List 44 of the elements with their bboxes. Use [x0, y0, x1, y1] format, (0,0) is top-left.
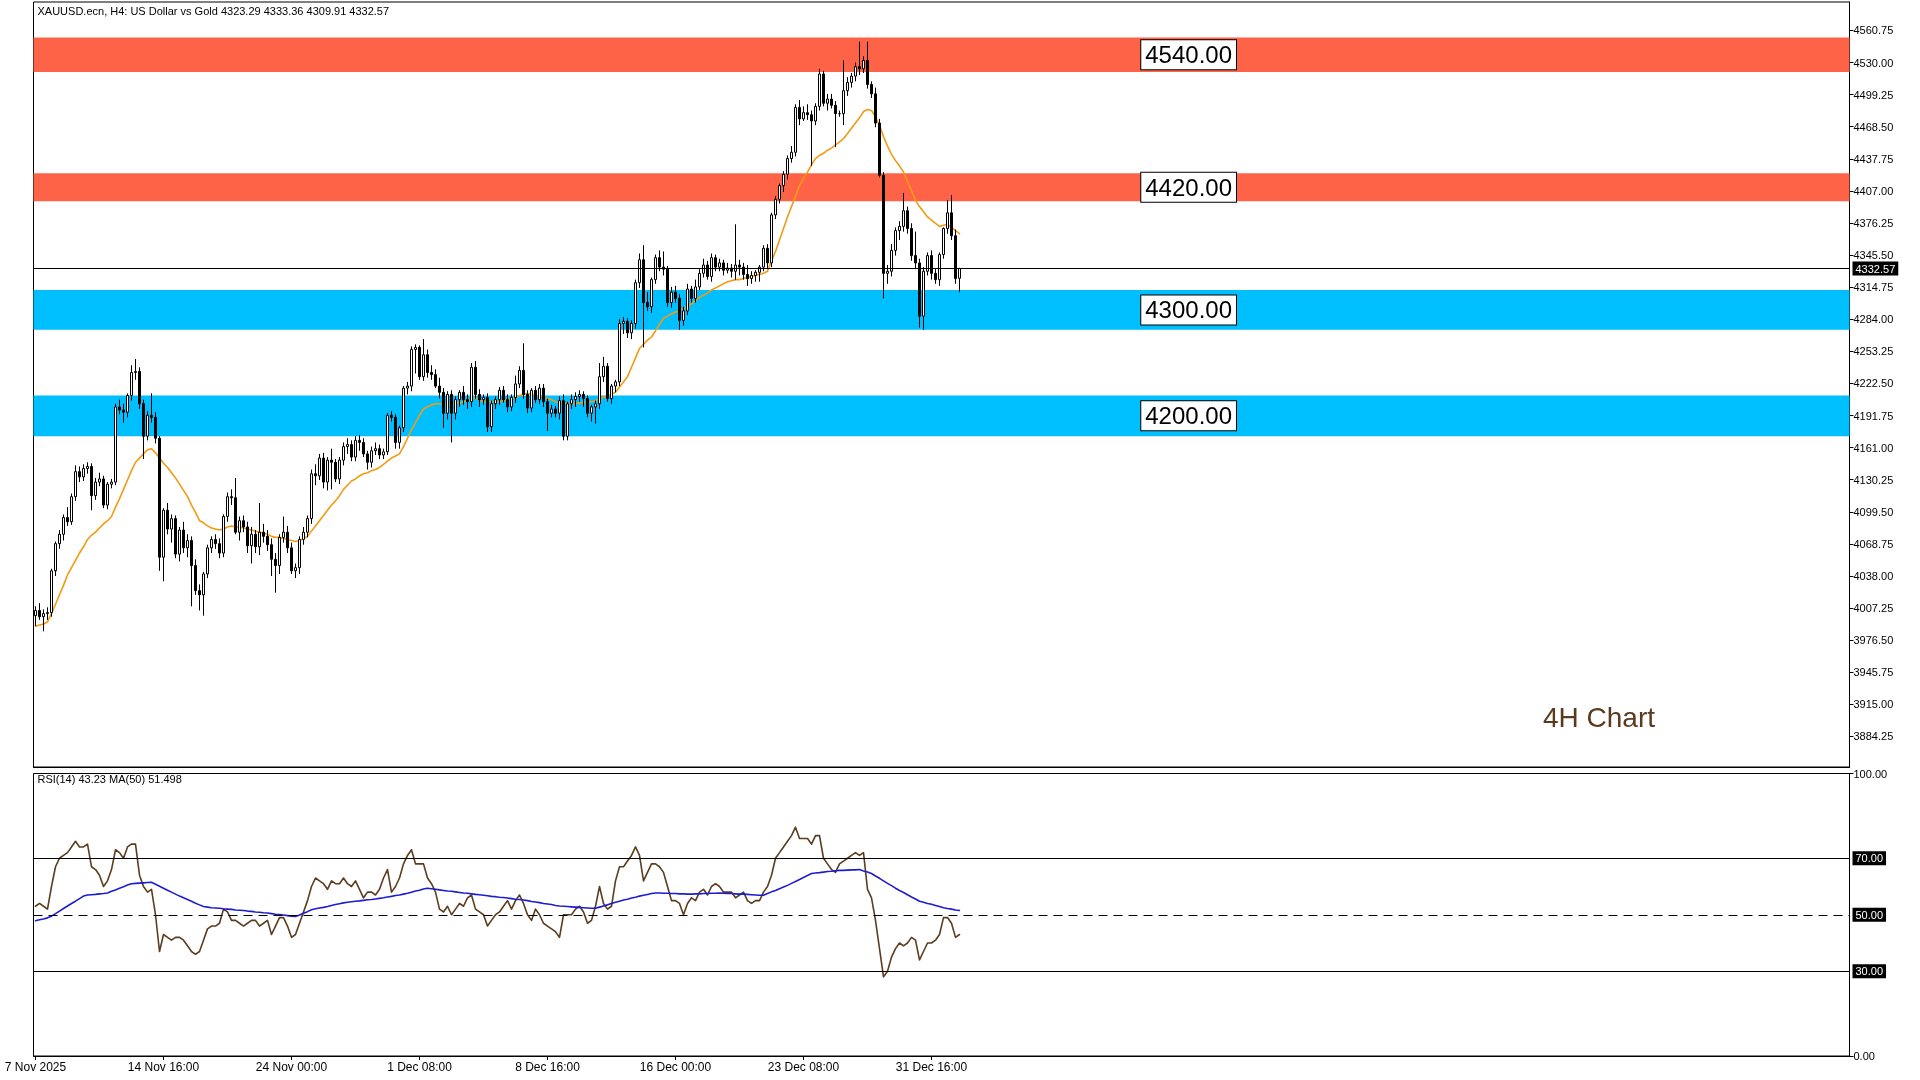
- band-label: 4540.00: [1145, 41, 1233, 69]
- x-tick-label: 31 Dec 16:00: [895, 1060, 968, 1074]
- ref-line-label: 4332.57: [1855, 262, 1896, 275]
- x-tick-label: 1 Dec 08:00: [387, 1060, 453, 1074]
- y-tick-label: 4530.00: [1853, 56, 1894, 69]
- y-tick-label: 3884.25: [1853, 730, 1894, 743]
- y-tick-label: 4161.00: [1853, 441, 1894, 454]
- x-tick-label: 8 Dec 16:00: [515, 1060, 581, 1074]
- band-label: 4200.00: [1145, 402, 1233, 430]
- chart-title: XAUUSD.ecn, H4: US Dollar vs Gold 4323.29 4333.36 4309.91 4332.57: [37, 4, 390, 17]
- ref-line-label: 50.00: [1855, 908, 1884, 921]
- annotation: 4H Chart: [1542, 701, 1656, 733]
- y-tick-label: 4130.25: [1853, 473, 1894, 486]
- x-tick-label: 16 Dec 00:00: [639, 1060, 712, 1074]
- y-tick-label: 0.00: [1853, 1050, 1875, 1062]
- chart-title: RSI(14) 43.23 MA(50) 51.498: [37, 772, 182, 785]
- band-label: 4420.00: [1145, 173, 1233, 201]
- y-tick-label: 4499.25: [1853, 88, 1894, 101]
- y-tick-label: 3945.75: [1853, 666, 1894, 679]
- ref-line-label: 30.00: [1855, 965, 1884, 978]
- y-tick-label: 100.00: [1853, 767, 1888, 780]
- y-tick-label: 4038.00: [1853, 570, 1894, 583]
- y-tick-label: 4345.50: [1853, 249, 1894, 262]
- y-tick-label: 4468.50: [1853, 120, 1894, 133]
- x-tick-label: 14 Nov 16:00: [127, 1060, 200, 1074]
- y-tick-label: 4560.75: [1853, 24, 1894, 37]
- ref-line-label: 70.00: [1855, 852, 1884, 865]
- band-label: 4300.00: [1145, 296, 1233, 324]
- y-tick-label: 4376.25: [1853, 216, 1894, 229]
- y-tick-label: 4407.00: [1853, 184, 1894, 197]
- y-tick-label: 4068.75: [1853, 537, 1894, 550]
- y-tick-label: 4007.25: [1853, 602, 1894, 615]
- y-tick-label: 3976.50: [1853, 634, 1894, 647]
- y-tick-label: 4222.50: [1853, 377, 1894, 390]
- x-tick-label: 24 Nov 00:00: [255, 1060, 328, 1074]
- y-tick-label: 3915.00: [1853, 698, 1894, 711]
- y-tick-label: 4437.75: [1853, 152, 1894, 165]
- x-tick-label: 23 Dec 08:00: [767, 1060, 840, 1074]
- y-tick-label: 4284.00: [1853, 313, 1894, 326]
- y-tick-label: 4314.75: [1853, 281, 1894, 294]
- y-tick-label: 4253.25: [1853, 345, 1894, 358]
- x-tick-label: 7 Nov 2025: [4, 1060, 67, 1074]
- y-tick-label: 4191.75: [1853, 409, 1894, 422]
- y-tick-label: 4099.50: [1853, 505, 1894, 518]
